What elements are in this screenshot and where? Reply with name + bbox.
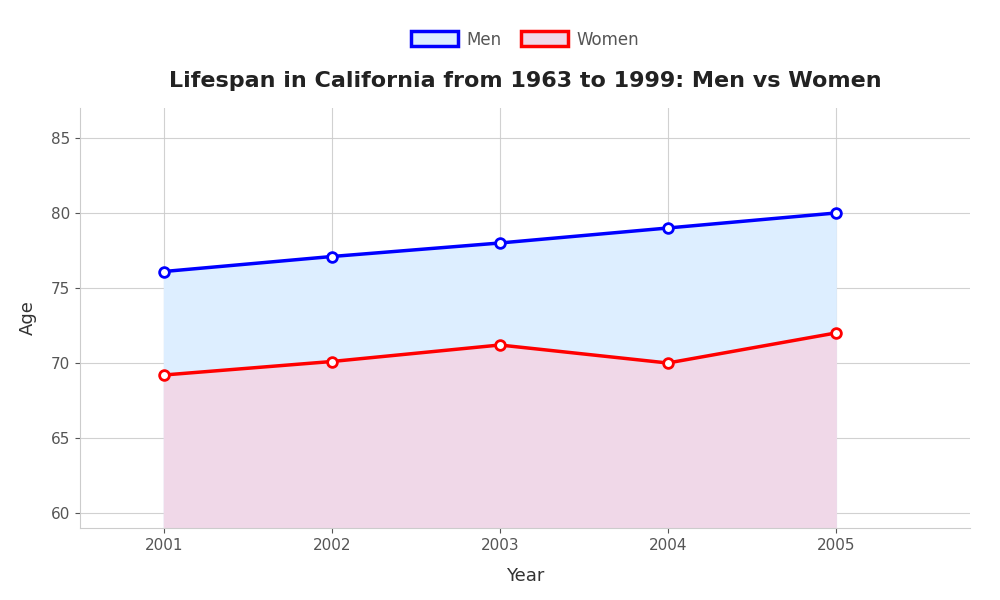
Legend: Men, Women: Men, Women [404,24,646,55]
X-axis label: Year: Year [506,566,544,584]
Y-axis label: Age: Age [19,301,37,335]
Title: Lifespan in California from 1963 to 1999: Men vs Women: Lifespan in California from 1963 to 1999… [169,71,881,91]
